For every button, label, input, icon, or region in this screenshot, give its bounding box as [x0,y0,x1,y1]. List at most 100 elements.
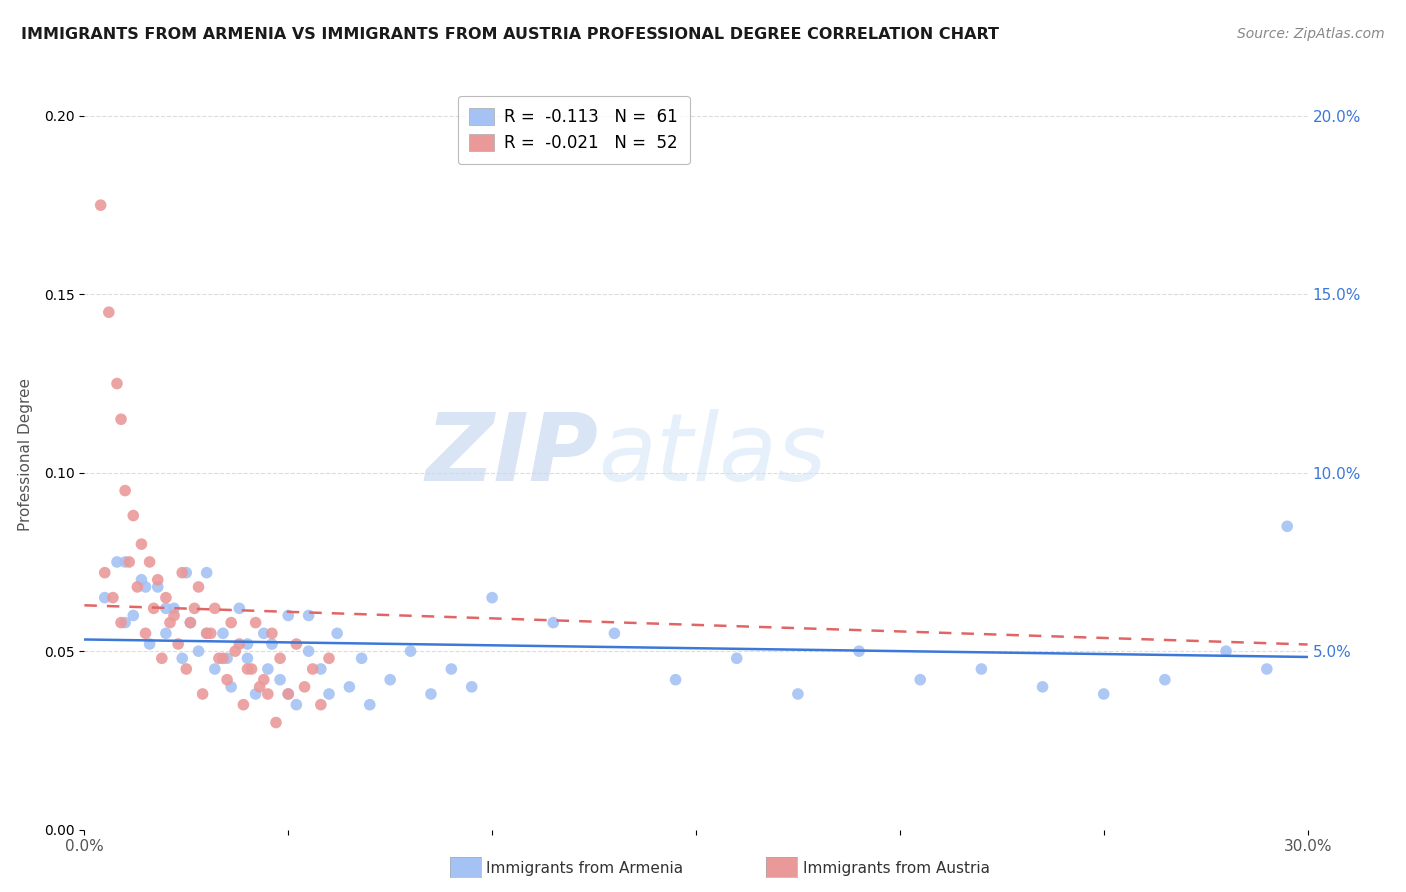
Point [219,680,242,694]
Point [298,644,321,658]
Point [187,580,209,594]
Point [110,412,132,426]
Point [309,698,332,712]
Point [179,615,201,630]
Point [172,651,194,665]
Point [264,715,287,730]
Point [195,626,218,640]
Point [294,680,316,694]
Point [204,601,226,615]
Point [183,601,205,615]
Text: Source: ZipAtlas.com: Source: ZipAtlas.com [1237,27,1385,41]
Point [253,626,276,640]
Point [245,687,267,701]
Point [131,573,153,587]
Point [155,591,177,605]
Point [167,637,190,651]
Point [910,673,932,687]
Point [725,651,748,665]
Point [217,651,239,665]
Point [1277,519,1299,533]
Text: IMMIGRANTS FROM ARMENIA VS IMMIGRANTS FROM AUSTRIA PROFESSIONAL DEGREE CORRELATI: IMMIGRANTS FROM ARMENIA VS IMMIGRANTS FR… [21,27,1000,42]
Text: atlas: atlas [598,409,827,500]
Point [1092,687,1115,701]
Point [285,698,308,712]
Point [257,687,280,701]
Point [114,555,136,569]
Text: ZIP: ZIP [425,409,598,501]
Point [146,573,169,587]
Point [138,637,160,651]
Point [146,580,169,594]
Point [277,687,299,701]
Point [174,566,197,580]
Point [127,580,149,594]
Point [174,662,197,676]
Point [420,687,443,701]
Point [318,651,340,665]
Point [1256,662,1278,676]
Point [848,644,870,658]
Point [260,626,283,640]
Point [665,673,688,687]
Point [245,615,267,630]
Point [228,637,250,651]
Point [97,305,120,319]
Text: Immigrants from Armenia: Immigrants from Armenia [486,862,683,876]
Point [155,601,177,615]
Point [1032,680,1054,694]
Point [163,601,186,615]
Point [212,651,235,665]
Point [253,673,276,687]
Point [399,644,422,658]
Y-axis label: Professional Degree: Professional Degree [18,378,32,532]
Point [481,591,503,605]
Point [260,637,283,651]
Point [195,566,218,580]
Point [277,608,299,623]
Point [269,673,291,687]
Point [159,615,181,630]
Point [298,608,321,623]
Point [301,662,323,676]
Point [318,687,340,701]
Point [603,626,626,640]
Point [339,680,361,694]
Point [131,537,153,551]
Point [1154,673,1177,687]
Point [195,626,218,640]
Legend: R =  -0.113   N =  61, R =  -0.021   N =  52: R = -0.113 N = 61, R = -0.021 N = 52 [457,96,690,164]
Point [380,673,402,687]
Point [114,483,136,498]
Point [200,626,222,640]
Point [122,508,145,523]
Point [122,608,145,623]
Point [101,591,124,605]
Point [110,615,132,630]
Point [1215,644,1237,658]
Point [461,680,484,694]
Point [228,601,250,615]
Point [135,626,157,640]
Point [212,626,235,640]
Point [179,615,201,630]
Point [359,698,381,712]
Point [326,626,349,640]
Point [240,662,263,676]
Point [257,662,280,676]
Point [138,555,160,569]
Point [269,651,291,665]
Point [135,580,157,594]
Point [114,615,136,630]
Point [172,566,194,580]
Point [236,662,259,676]
Point [208,651,231,665]
Point [285,637,308,651]
Point [350,651,373,665]
Point [187,644,209,658]
Point [118,555,141,569]
Point [232,698,254,712]
Point [204,662,226,676]
Point [309,662,332,676]
Point [236,637,259,651]
